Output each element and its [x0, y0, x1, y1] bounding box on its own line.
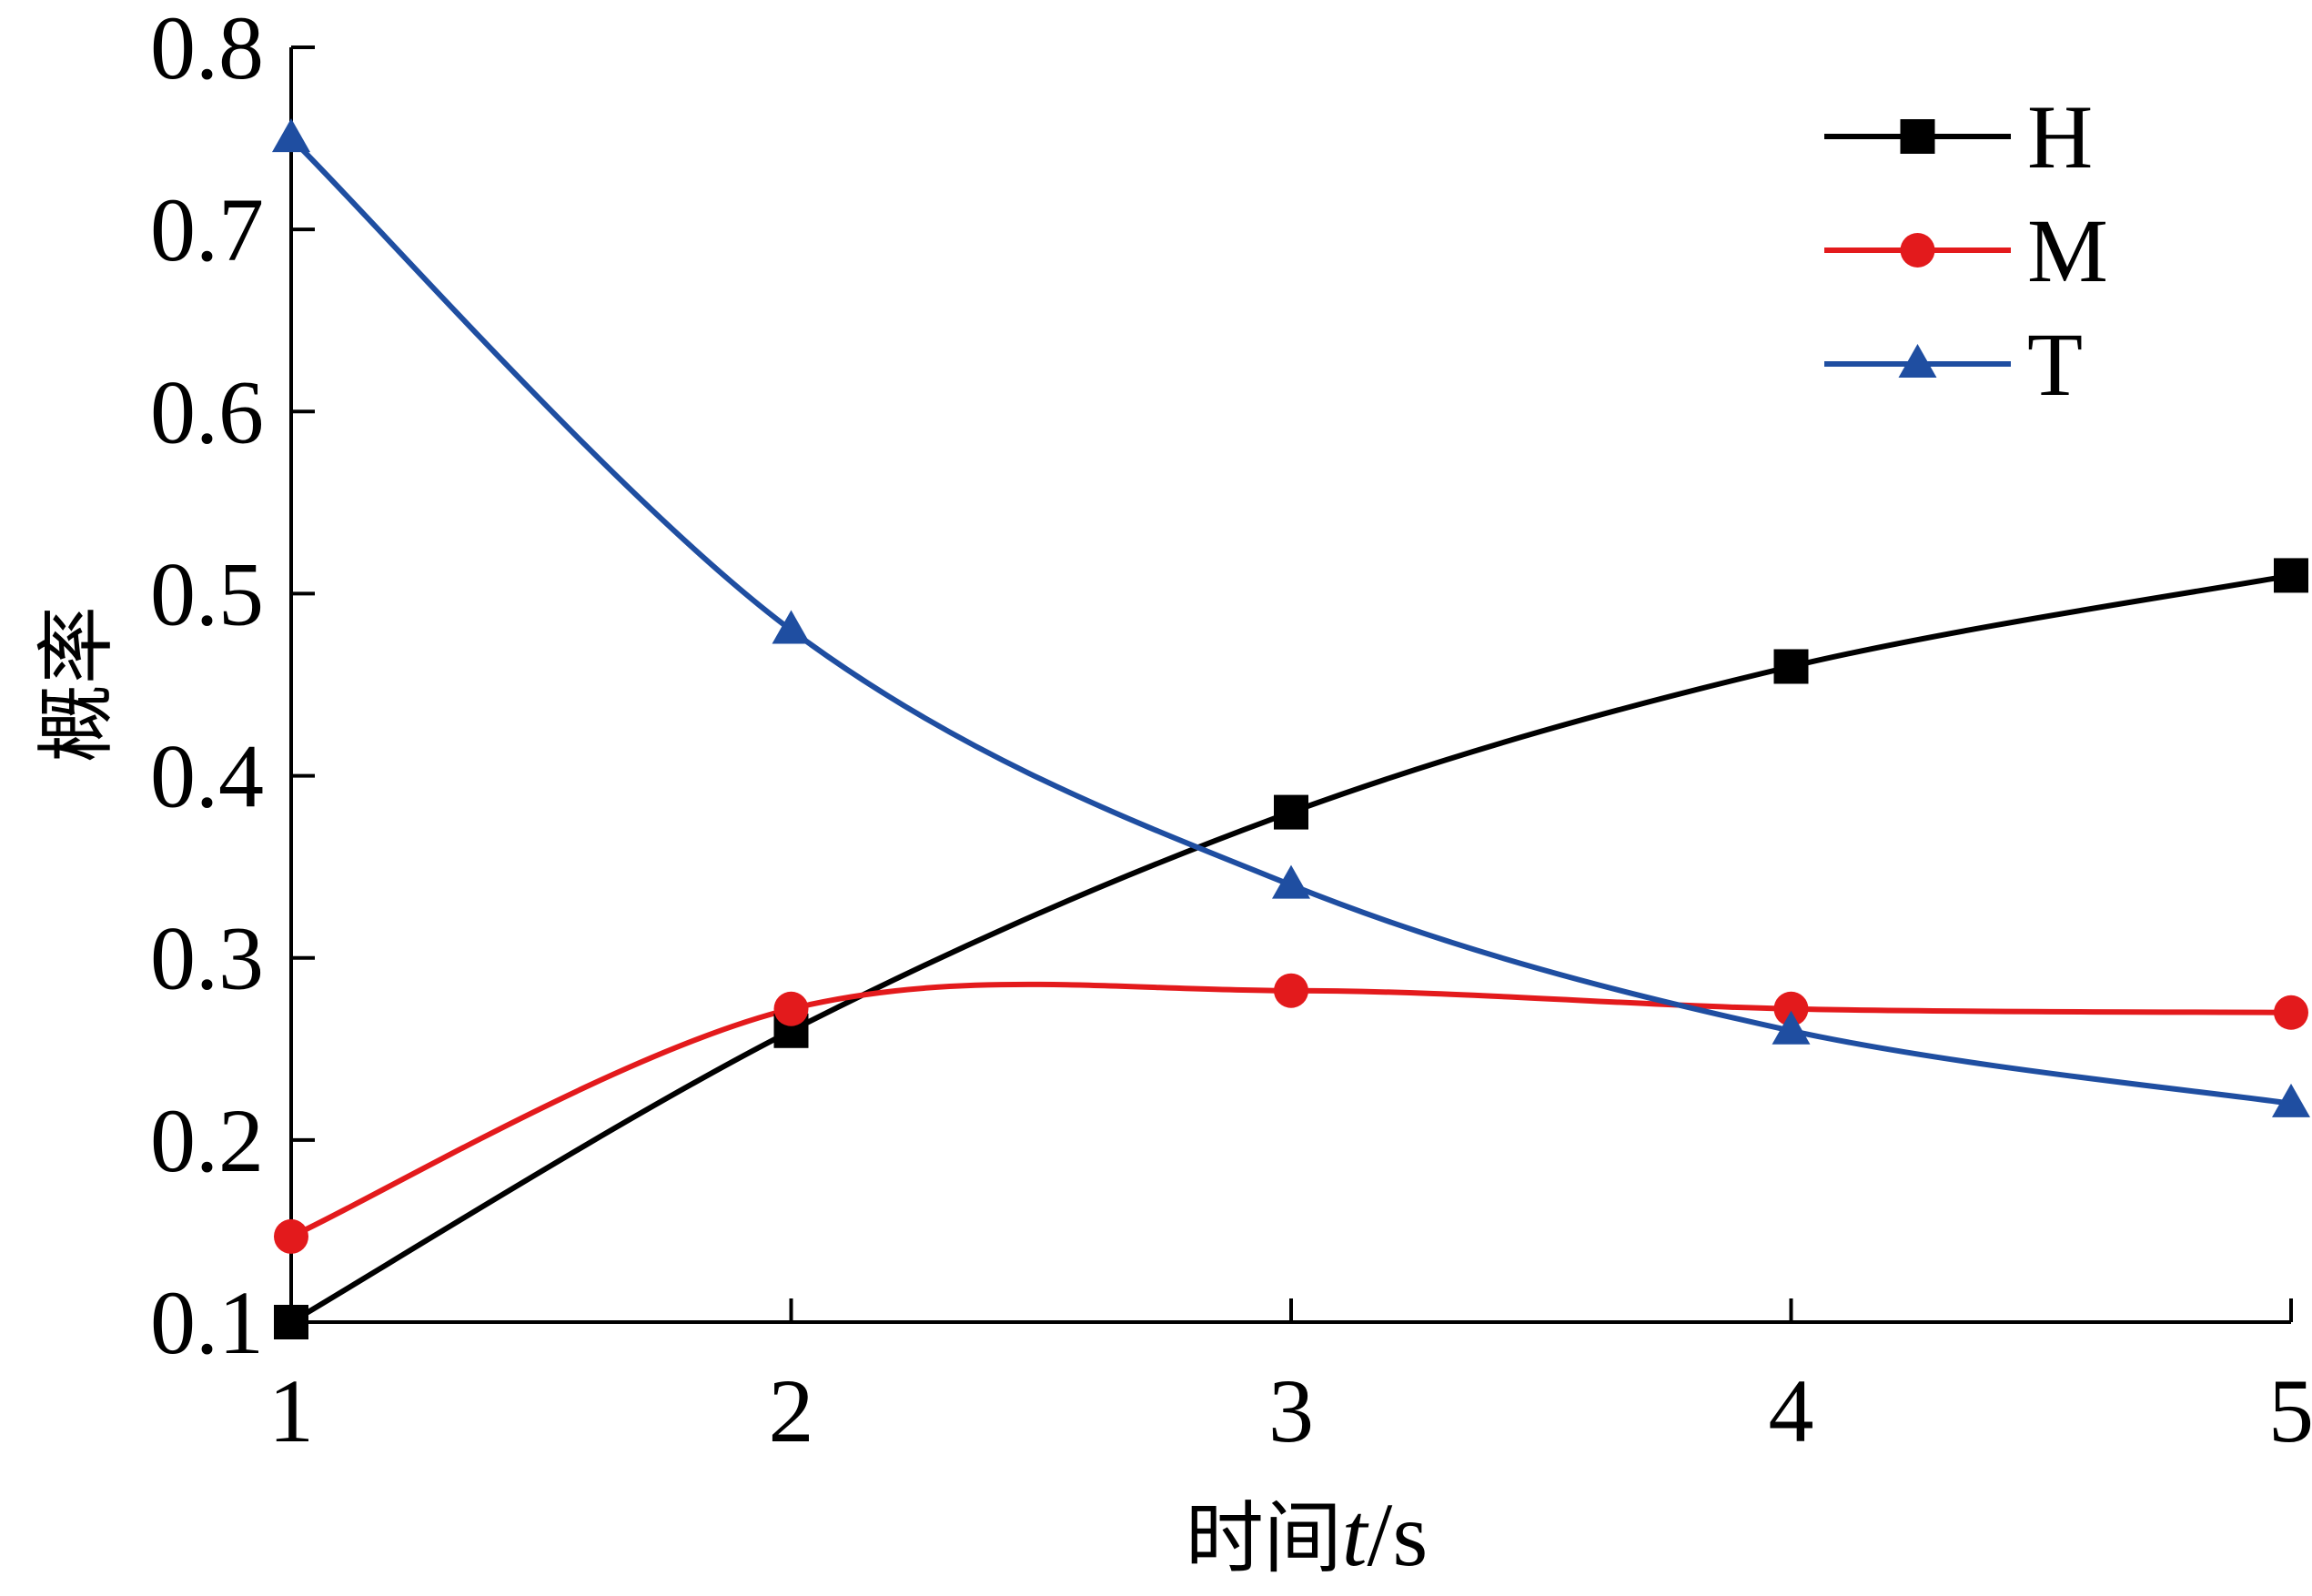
legend-label: H	[2027, 86, 2093, 187]
x-axis-title-prefix: 时间	[1186, 1493, 1342, 1584]
series-lines	[288, 136, 2292, 1325]
data-point-M	[1773, 991, 1809, 1026]
axes	[289, 47, 2291, 1324]
y-tick-label: 0.8	[150, 0, 264, 98]
data-point-M	[274, 1218, 308, 1254]
data-point-T	[772, 610, 811, 644]
y-tick-label: 0.5	[150, 543, 264, 644]
series-markers	[272, 118, 2310, 1339]
data-point-M	[773, 991, 809, 1026]
x-tick-label: 3	[1268, 1360, 1314, 1461]
legend-label: M	[2027, 200, 2108, 301]
x-tick-label: 2	[769, 1360, 814, 1461]
series-line-T	[288, 136, 2292, 1106]
data-point-H	[274, 1305, 308, 1339]
data-point-M	[1274, 973, 1308, 1008]
y-ticks: 0.1 0.2 0.3 0.4 0.5 0.6 0.7 0.8	[150, 0, 315, 1373]
legend-marker	[1900, 119, 1935, 154]
y-tick-label: 0.4	[150, 726, 264, 827]
y-tick-label: 0.1	[150, 1272, 264, 1373]
x-tick-label: 4	[1769, 1360, 1814, 1461]
x-tick-label: 5	[2268, 1360, 2312, 1461]
x-axis-title-suffix: /s	[1368, 1484, 1429, 1585]
legend-marker	[1900, 233, 1935, 268]
series-line-M	[289, 981, 2292, 1239]
y-tick-label: 0.6	[150, 361, 264, 462]
data-point-T	[1272, 864, 1310, 899]
legend-item-H: H	[1824, 86, 2093, 187]
x-axis-title: 时间t/s	[1186, 1484, 1429, 1585]
legend: HMT	[1824, 86, 2108, 415]
data-point-T	[2272, 1083, 2310, 1117]
y-tick-label: 0.7	[150, 179, 264, 280]
x-ticks: 1 2 3 4 5	[268, 1298, 2312, 1461]
x-axis-title-var: t	[1342, 1484, 1369, 1585]
legend-item-M: M	[1824, 200, 2108, 301]
x-tick-label: 1	[268, 1360, 314, 1461]
data-point-H	[1274, 794, 1308, 830]
y-axis-title: 概率	[31, 606, 122, 763]
legend-item-T: T	[1824, 314, 2083, 415]
legend-marker	[1898, 344, 1937, 378]
y-tick-label: 0.3	[150, 908, 264, 1009]
data-point-H	[1773, 649, 1809, 684]
y-tick-label: 0.2	[150, 1090, 264, 1191]
data-point-T	[1772, 1010, 1811, 1045]
data-point-T	[272, 118, 310, 153]
legend-label: T	[2027, 314, 2083, 415]
data-point-H	[2274, 558, 2308, 593]
data-point-M	[2274, 995, 2308, 1030]
series-line-H	[289, 572, 2292, 1325]
